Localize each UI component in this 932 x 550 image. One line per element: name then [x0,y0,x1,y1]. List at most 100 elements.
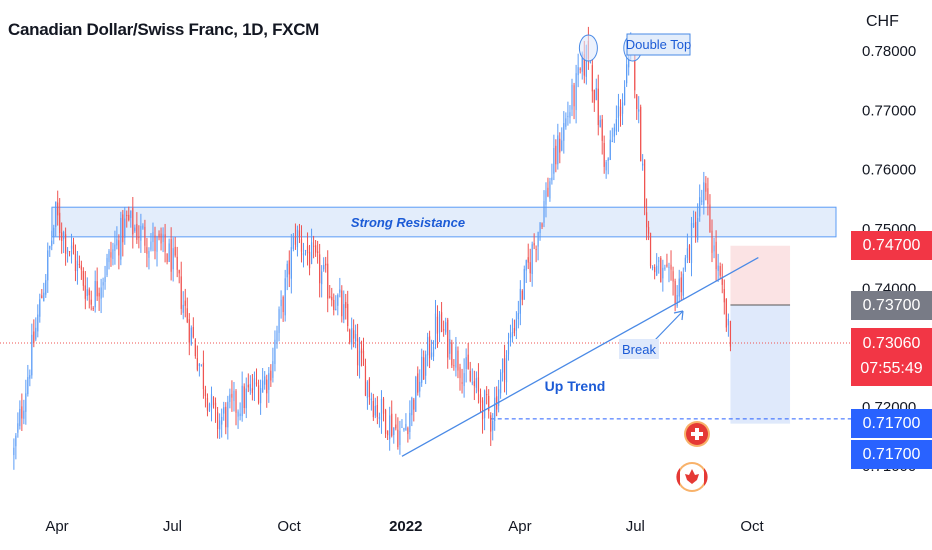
candle-body [162,234,164,242]
candle-body [461,382,463,384]
candle-body [455,346,457,368]
candle-body [130,210,132,218]
candle-body [605,162,607,171]
x-axis-tick-label: Oct [740,518,764,535]
candle-body [380,399,383,420]
resistance-label: Strong Resistance [351,215,465,230]
candle-body [122,214,124,243]
candle-body [465,357,467,370]
candle-body [82,270,84,286]
candle-body [537,232,539,247]
candle-body [368,378,371,398]
candle-body [292,235,294,249]
candle-body [59,212,61,234]
candle-body [225,406,227,428]
candle-body [116,239,118,246]
candle-body [423,357,425,380]
candle-body [567,115,569,118]
candle-body [317,251,319,253]
candle-body [500,372,502,394]
candle-body [114,244,116,251]
candle-body [621,102,624,114]
candle-body [296,229,299,248]
x-axis-tick-label: Apr [508,518,531,535]
candle-body [515,319,517,331]
candle-body [49,245,51,249]
candle-body [192,327,194,338]
candle-body [184,300,186,306]
candle-body [270,370,272,381]
candle-body [690,223,693,264]
candle-body [695,221,697,238]
candle-body [94,280,96,308]
candle-body [90,299,92,305]
candle-body [686,248,689,258]
candle-body [51,240,53,246]
candle-body [668,266,670,268]
candle-body [555,145,557,165]
candle-body [144,226,146,246]
candle-body [709,204,711,233]
candle-body [483,390,486,419]
break-arrow-line [654,310,684,341]
candle-body [221,416,223,425]
candle-body [664,267,666,269]
y-axis-tick-label: 0.77000 [862,102,916,119]
candle-body [543,200,545,223]
candle-body [609,139,611,160]
candle-body [529,262,531,274]
candle-body [96,281,98,297]
candle-body [241,385,243,417]
candle-body [152,232,154,243]
candle-body [19,408,21,427]
candle-body [233,390,235,401]
candle-body [53,227,55,237]
candle-body [158,233,160,238]
candle-body [638,109,640,112]
candle-body [432,346,435,357]
candle-body [593,89,595,103]
candle-body [61,232,63,241]
candle-body [286,263,288,278]
candle-body [644,159,646,209]
candle-body [63,231,65,240]
candle-body [15,435,17,447]
candle-body [247,384,249,388]
candle-body [274,339,276,364]
candle-body [370,398,372,401]
candle-body [647,226,650,234]
candle-body [282,296,284,313]
candle-body [98,292,100,297]
candle-body [619,106,622,117]
candle-body [674,281,676,305]
candle-body [654,267,656,273]
candle-body [68,251,71,253]
candle-body [138,236,140,239]
candle-body [382,398,385,414]
candle-body [469,370,471,382]
candle-body [43,292,45,302]
up-trend-label: Up Trend [545,378,606,394]
candle-body [395,424,397,429]
candle-body [323,264,325,270]
candle-body [327,263,329,299]
candle-body [682,273,684,296]
candle-body [156,236,158,252]
candle-body [623,86,626,106]
candle-body [527,257,529,263]
x-axis-tick-label: Jul [163,518,182,535]
candle-body [415,376,417,412]
candle-body [391,413,393,436]
candle-body [475,378,477,388]
candle-body [473,381,475,387]
candle-body [401,426,403,428]
candle-body [449,338,451,354]
candle-body [300,239,303,252]
canadian-flag-icon [676,462,708,492]
candle-body [509,333,512,339]
candle-body [577,67,579,76]
candle-body [84,285,86,299]
candle-body [168,243,170,262]
candle-body [459,367,461,379]
